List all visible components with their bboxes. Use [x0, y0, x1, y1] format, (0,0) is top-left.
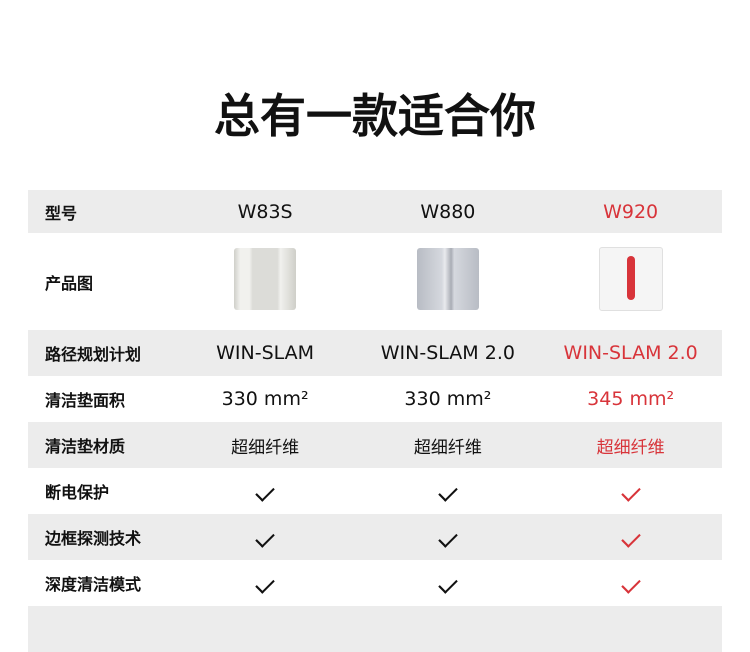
check-icon [356, 572, 539, 594]
cell-value: W83S [237, 200, 293, 223]
check-icon [438, 574, 458, 594]
check-icon [438, 528, 458, 548]
table-row: 清洁垫面积 330 mm² 330 mm² 345 mm² [28, 376, 722, 422]
check-icon [356, 480, 539, 502]
cell-value: W920 [603, 200, 659, 223]
check-icon [356, 526, 539, 548]
cell-value: WIN-SLAM [216, 342, 315, 364]
product-image [174, 248, 357, 315]
check-icon [539, 526, 722, 548]
row-label: 清洁垫面积 [45, 391, 126, 410]
row-label: 产品图 [45, 273, 94, 293]
page-title: 总有一款适合你 [214, 89, 536, 143]
row-label: 型号 [45, 203, 78, 223]
table-row: 边框探测技术 [28, 514, 722, 560]
table-row: 产品图 [28, 233, 722, 330]
product-image-W920 [598, 247, 663, 311]
cell-value: 超细纤维 [413, 437, 482, 458]
comparison-table: 型号 W83S W880 W920 产品图路径规划计划 WIN-SLAM WIN-SLAM … [28, 190, 722, 652]
check-icon [174, 572, 357, 594]
table-row [28, 606, 722, 652]
product-image [356, 248, 539, 315]
check-icon [620, 528, 641, 548]
product-image-W880 [416, 248, 479, 310]
row-label: 断电保护 [45, 483, 110, 502]
check-icon [539, 572, 722, 594]
check-icon [255, 482, 275, 502]
product-image [539, 247, 722, 316]
check-icon [620, 482, 641, 502]
cell-value: 超细纤维 [596, 437, 665, 458]
cell-value: 330 mm² [221, 388, 309, 410]
check-icon [255, 528, 275, 548]
check-icon [174, 480, 357, 502]
table-row: 路径规划计划 WIN-SLAM WIN-SLAM 2.0 WIN-SLAM 2.0 [28, 330, 722, 376]
check-icon [620, 574, 641, 594]
check-icon [255, 574, 275, 594]
cell-value: 345 mm² [587, 388, 675, 410]
check-icon [174, 526, 357, 548]
cell-value: 超细纤维 [231, 437, 300, 458]
check-icon [438, 482, 458, 502]
cell-value: WIN-SLAM 2.0 [380, 342, 515, 364]
table-row: 型号 W83S W880 W920 [28, 190, 722, 233]
cell-value: WIN-SLAM 2.0 [563, 342, 698, 364]
row-label: 深度清洁模式 [45, 575, 142, 594]
table-row: 清洁垫材质 超细纤维 超细纤维 超细纤维 [28, 422, 722, 468]
table-row: 断电保护 [28, 468, 722, 514]
row-label: 路径规划计划 [45, 345, 142, 364]
cell-value: W880 [420, 200, 476, 223]
row-label: 清洁垫材质 [45, 437, 126, 456]
check-icon [539, 480, 722, 502]
table-row: 深度清洁模式 [28, 560, 722, 606]
cell-value: 330 mm² [404, 388, 492, 410]
product-image-W83S [234, 248, 297, 310]
row-label: 边框探测技术 [45, 529, 142, 548]
